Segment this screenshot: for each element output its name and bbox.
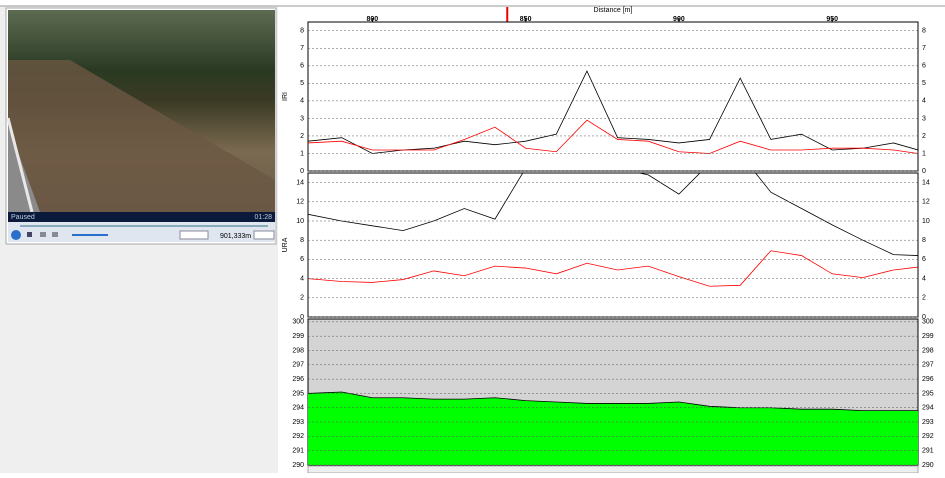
y-tick-label: 2 — [300, 295, 304, 302]
y-tick-label-right: 295 — [922, 390, 934, 397]
y-tick-label: 0 — [300, 314, 304, 321]
player-position: 901,333m — [220, 233, 251, 240]
plot-area — [307, 172, 919, 318]
status-bar — [8, 212, 275, 222]
y-tick-label: 6 — [300, 256, 304, 263]
y-axis-label: URA — [282, 237, 289, 252]
y-tick-label-right: 1 — [922, 150, 926, 157]
y-tick-label: 300 — [292, 319, 304, 326]
y-tick-label-right: 297 — [922, 362, 934, 369]
y-tick-label-right: 4 — [922, 98, 926, 105]
line — [308, 70, 918, 154]
y-tick-label: 8 — [300, 237, 304, 244]
y-tick-label: 296 — [292, 376, 304, 383]
y-tick-label-right: 296 — [922, 376, 934, 383]
next-button[interactable] — [52, 232, 58, 237]
y-tick-label-right: 10 — [922, 218, 930, 225]
y-tick-label: 7 — [300, 45, 304, 52]
video-ground — [8, 60, 275, 212]
play-button[interactable] — [11, 230, 21, 240]
y-tick-label-right: 2 — [922, 133, 926, 140]
y-tick-label: 4 — [300, 98, 304, 105]
y-tick-label: 2 — [300, 133, 304, 140]
area-edge — [308, 391, 918, 412]
y-tick-label: 298 — [292, 347, 304, 354]
y-tick-label-right: 6 — [922, 63, 926, 70]
y-tick-label-right: 0 — [922, 168, 926, 175]
y-tick-label-right: 291 — [922, 448, 934, 455]
top-strip — [0, 0, 945, 6]
y-tick-label: 5 — [300, 80, 304, 87]
series-group — [308, 70, 918, 154]
step-buttons[interactable] — [253, 230, 275, 240]
y-tick-label-right: 4 — [922, 275, 926, 282]
scrollbar — [307, 465, 919, 474]
y-tick-label: 297 — [292, 362, 304, 369]
y-tick-label: 290 — [292, 462, 304, 469]
y-tick-label-right: 8 — [922, 237, 926, 244]
y-tick-label-right: 2 — [922, 295, 926, 302]
y-tick-label: 10 — [296, 218, 304, 225]
y-tick-label-right: 292 — [922, 433, 934, 440]
y-tick-label-right: 298 — [922, 347, 934, 354]
y-tick-label-right: 290 — [922, 462, 934, 469]
y-axis-label: IRI — [282, 92, 289, 101]
y-tick-label-right: 5 — [922, 80, 926, 87]
y-tick-label: 292 — [292, 433, 304, 440]
x-axis-label: Distance [m] — [594, 7, 633, 14]
series-group — [308, 173, 918, 287]
y-tick-label: 8 — [300, 28, 304, 35]
y-tick-label: 295 — [292, 390, 304, 397]
y-tick-label-right: 8 — [922, 28, 926, 35]
line — [308, 119, 918, 154]
y-tick-label-right: 7 — [922, 45, 926, 52]
y-tick-label-right: 300 — [922, 319, 934, 326]
y-tick-label: 0 — [300, 168, 304, 175]
y-tick-label: 14 — [296, 179, 304, 186]
player-time: 01:28 — [254, 214, 272, 221]
y-tick-label-right: 14 — [922, 179, 930, 186]
speed-buttons[interactable] — [179, 230, 209, 240]
y-tick-label-right: 12 — [922, 199, 930, 206]
y-tick-label-right: 293 — [922, 419, 934, 426]
series-group — [308, 391, 918, 465]
area — [308, 392, 918, 465]
y-tick-label: 1 — [300, 150, 304, 157]
y-tick-label: 299 — [292, 333, 304, 340]
y-tick-label: 291 — [292, 448, 304, 455]
prev-button[interactable] — [40, 232, 46, 237]
line — [308, 250, 918, 287]
y-tick-label: 6 — [300, 63, 304, 70]
player-status: Paused — [11, 214, 35, 221]
y-tick-label-right: 3 — [922, 115, 926, 122]
y-tick-label-right: 6 — [922, 256, 926, 263]
y-tick-label-right: 299 — [922, 333, 934, 340]
video-road-line — [6, 117, 34, 213]
plot-area — [307, 21, 919, 172]
y-tick-label: 3 — [300, 115, 304, 122]
y-tick-label: 294 — [292, 405, 304, 412]
y-tick-label: 12 — [296, 199, 304, 206]
stop-button[interactable] — [27, 232, 32, 237]
y-tick-label-right: 0 — [922, 314, 926, 321]
line — [308, 173, 918, 256]
y-tick-label: 293 — [292, 419, 304, 426]
y-tick-label-right: 294 — [922, 405, 934, 412]
y-tick-label: 4 — [300, 275, 304, 282]
